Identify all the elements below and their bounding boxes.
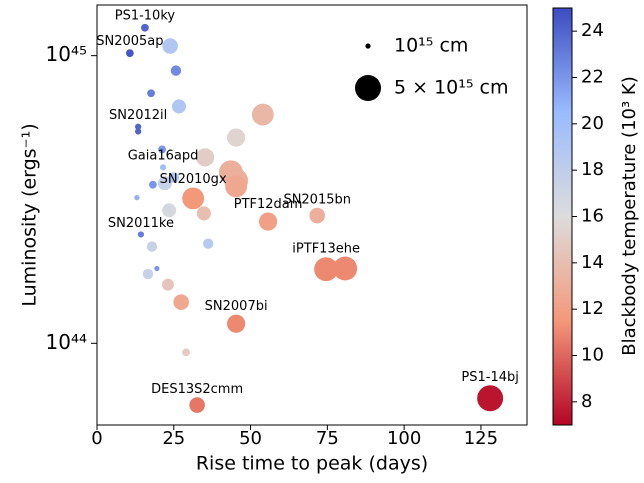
colorbar-tick-label: 12 (581, 298, 604, 319)
data-point (135, 123, 142, 130)
data-point (314, 257, 339, 282)
legend-marker (365, 43, 371, 49)
data-point (225, 175, 248, 198)
data-point (182, 348, 190, 357)
data-point (196, 206, 211, 221)
colorbar-tick-label: 14 (581, 252, 604, 273)
x-tick-label: 50 (239, 428, 262, 449)
point-label: PTF12dam (234, 197, 303, 212)
point-label: SN2007bi (205, 299, 268, 314)
data-point (258, 212, 278, 231)
x-axis-title: Rise time to peak (days) (196, 453, 428, 475)
colorbar (552, 7, 573, 426)
data-point (251, 103, 274, 126)
data-point (142, 268, 154, 280)
point-label: iPTF13ehe (292, 242, 360, 257)
y-tick-label: 10⁴⁴ (46, 330, 87, 354)
data-point (162, 38, 178, 54)
point-label: DES13S2cmm (151, 382, 243, 397)
data-point (182, 187, 205, 210)
data-point (159, 164, 167, 171)
data-point (171, 99, 187, 114)
data-point (147, 89, 155, 98)
data-point (227, 314, 246, 333)
data-point (168, 172, 179, 183)
colorbar-tick-label: 18 (581, 159, 604, 180)
colorbar-tick-label: 16 (581, 206, 604, 227)
point-label: SN2005ap (96, 34, 163, 49)
point-label: SN2010gx (160, 172, 227, 187)
data-point (146, 241, 158, 252)
point-label: SN2011ke (108, 216, 174, 231)
x-tick-label: 100 (387, 428, 421, 449)
colorbar-tick-label: 10 (581, 345, 604, 366)
x-tick-label: 0 (91, 428, 102, 449)
colorbar-tick-label: 20 (581, 113, 604, 134)
data-point (189, 397, 205, 413)
legend-marker (355, 75, 381, 101)
data-point (134, 195, 140, 201)
colorbar-tick-label: 24 (581, 20, 604, 41)
data-point (154, 265, 160, 272)
point-label: SN2015bn (283, 192, 351, 207)
data-point (227, 128, 246, 147)
x-tick-label: 125 (464, 428, 498, 449)
colorbar-tick-label: 8 (581, 391, 592, 412)
legend-label: 5 × 10¹⁵ cm (394, 77, 509, 99)
x-tick-label: 75 (316, 428, 339, 449)
data-point (149, 180, 157, 189)
point-label: PS1-14bj (461, 370, 518, 385)
data-point (158, 145, 167, 154)
point-label: PS1-10ky (115, 8, 176, 23)
data-point (125, 49, 134, 58)
data-point (141, 23, 149, 32)
data-point (477, 385, 504, 412)
data-point (157, 176, 172, 191)
data-point (137, 231, 145, 238)
plot-frame (96, 4, 528, 426)
y-tick-label: 10⁴⁵ (46, 42, 87, 66)
data-point (196, 148, 215, 167)
colorbar-tick-label: 22 (581, 67, 604, 88)
y-axis-title: Luminosity (ergs⁻¹) (19, 123, 41, 306)
data-point (135, 128, 142, 135)
point-label: SN2012il (109, 108, 167, 123)
data-point (161, 278, 174, 291)
data-point (202, 238, 214, 249)
data-point (173, 294, 189, 310)
data-point (333, 256, 358, 281)
point-label: Gaia16apd (128, 149, 199, 164)
legend-label: 10¹⁵ cm (394, 35, 468, 57)
data-point (309, 207, 326, 224)
colorbar-title: Blackbody temperature (10³ K) (619, 76, 640, 356)
x-tick-label: 25 (162, 428, 185, 449)
data-point (162, 203, 177, 218)
data-point (170, 65, 182, 76)
